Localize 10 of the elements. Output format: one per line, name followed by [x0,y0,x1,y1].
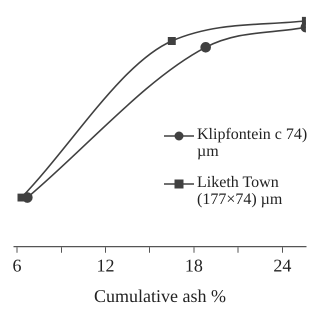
point [22,192,33,203]
x-axis-title: Cumulative ash % [94,286,226,306]
x-tick-label: 18 [184,255,203,276]
point [168,37,176,45]
legend-label: Klipfontein c 74) µm [197,126,308,160]
x-tick-label: 6 [12,255,22,276]
legend-label: Liketh Town (177×74) µm [197,174,284,208]
x-tick-label: 12 [96,255,114,276]
point [200,42,211,53]
x-tick-label: 24 [273,255,292,276]
